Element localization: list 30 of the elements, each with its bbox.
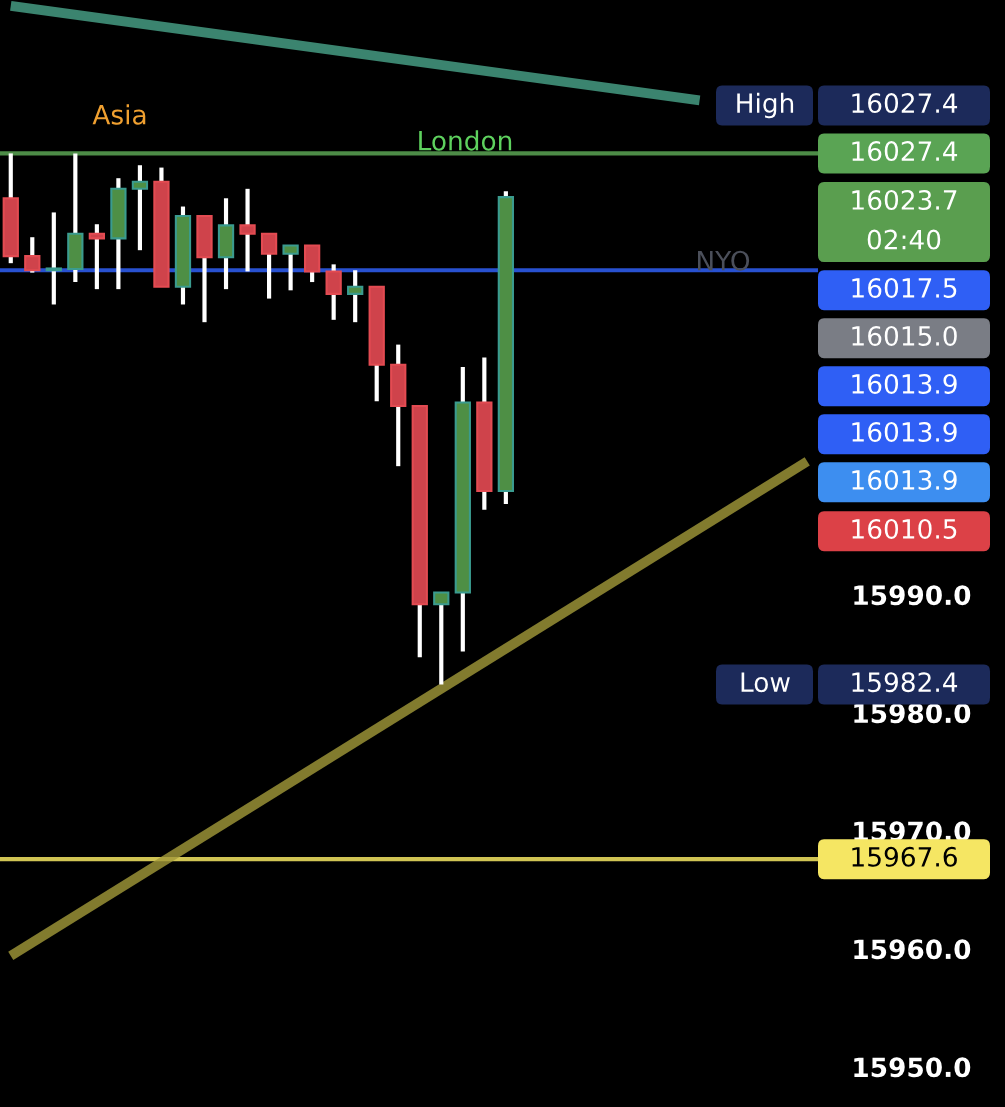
candlestick	[45, 212, 62, 305]
candlestick	[131, 165, 149, 251]
annotation: Low	[741, 672, 790, 693]
text: 16013.9	[852, 469, 957, 490]
y-tick-label: 15960.0	[854, 939, 971, 960]
text: 16013.9	[852, 373, 957, 394]
y-tick-label: 15950.0	[854, 1057, 971, 1078]
candlestick	[433, 591, 450, 685]
candlestick	[239, 188, 256, 272]
annotation: NYO	[698, 250, 750, 271]
candlestick	[325, 264, 342, 320]
candlestick	[260, 232, 278, 299]
candlestick	[88, 224, 106, 290]
text: 16010.5	[852, 518, 957, 539]
annotation: High	[737, 92, 794, 119]
text: 16023.7 02:40	[852, 190, 957, 250]
y-tick-label: 15980.0	[854, 703, 971, 724]
ref-line-label: 16017.5	[852, 277, 957, 298]
candlestick	[347, 270, 364, 323]
ref-line-label: 16027.4	[852, 141, 958, 162]
text: 16027.4	[852, 93, 958, 114]
text: 16013.9	[852, 421, 957, 442]
text: 15982.4	[852, 672, 958, 693]
ref-line-label: 15967.6	[852, 846, 957, 867]
annotation: Asia	[92, 104, 146, 125]
candlestick	[282, 244, 299, 291]
annotation: London	[419, 130, 512, 151]
text: 16015.0	[852, 325, 957, 346]
y-tick-label: 15990.0	[854, 585, 971, 606]
candlestick	[24, 237, 41, 273]
